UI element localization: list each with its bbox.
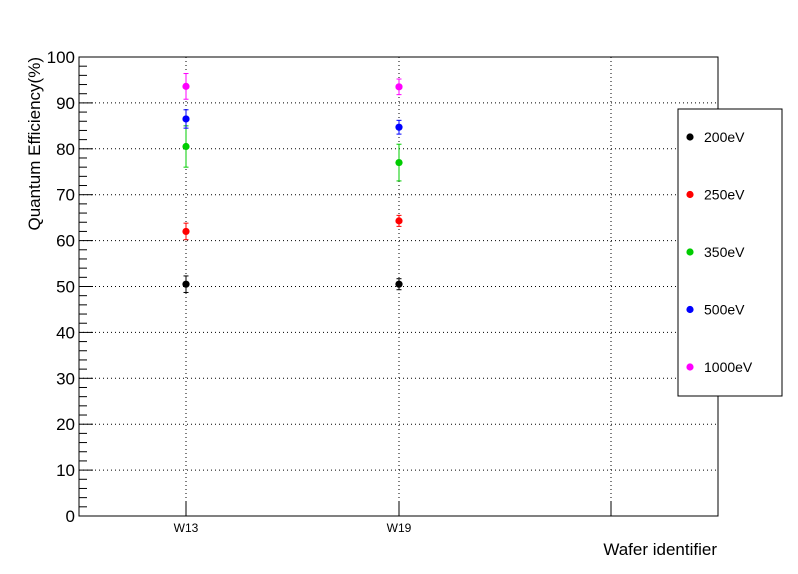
series-1000eV bbox=[182, 73, 403, 100]
legend-marker bbox=[686, 305, 694, 314]
x-axis-label: Wafer identifier bbox=[603, 540, 717, 559]
legend-items: 200eV 250eV 350eV 500eV 1000eV bbox=[686, 129, 753, 375]
legend-label: 250eV bbox=[704, 187, 745, 203]
legend-label: 1000eV bbox=[704, 359, 753, 375]
y-tick-label: 50 bbox=[56, 278, 75, 297]
legend-marker bbox=[686, 363, 694, 371]
data-point bbox=[395, 123, 403, 131]
y-tick-label: 40 bbox=[56, 323, 75, 342]
legend-marker bbox=[686, 133, 694, 141]
y-tick-label: 0 bbox=[66, 507, 75, 526]
legend: 200eV 250eV 350eV 500eV 1000eV bbox=[677, 108, 783, 397]
series-350eV bbox=[182, 125, 403, 182]
y-tick-label: 100 bbox=[47, 48, 75, 67]
y-tick-label: 90 bbox=[56, 94, 75, 113]
data-point bbox=[395, 280, 403, 288]
y-tick-label: 10 bbox=[56, 461, 75, 480]
legend-label: 200eV bbox=[704, 129, 745, 145]
y-tick-label: 80 bbox=[56, 140, 75, 159]
data-point bbox=[182, 142, 190, 151]
data-point bbox=[182, 82, 190, 90]
legend-label: 500eV bbox=[704, 302, 745, 318]
y-tick-label: 60 bbox=[56, 232, 75, 251]
data-point bbox=[395, 83, 403, 91]
data-marks bbox=[182, 73, 403, 293]
legend-box bbox=[677, 108, 783, 397]
data-point bbox=[182, 115, 190, 123]
data-point bbox=[395, 217, 403, 225]
y-tick-label: 30 bbox=[56, 369, 75, 388]
series-200eV bbox=[182, 275, 403, 293]
data-point bbox=[182, 227, 190, 236]
y-tick-label: 70 bbox=[56, 186, 75, 205]
x-tick-label: W13 bbox=[174, 521, 199, 535]
x-tick-label: W19 bbox=[387, 521, 412, 535]
legend-marker bbox=[686, 248, 694, 256]
series-250eV bbox=[182, 214, 403, 241]
legend-label: 350eV bbox=[704, 244, 745, 260]
series-500eV bbox=[182, 109, 403, 135]
data-point bbox=[395, 158, 403, 167]
y-tick-label: 20 bbox=[56, 415, 75, 434]
axes: 0 10 20 30 40 50 60 70 80 90 100 W13 W19 bbox=[47, 48, 612, 535]
data-point bbox=[182, 280, 190, 288]
y-axis-label: Quantum Efficiency(%) bbox=[25, 57, 44, 231]
legend-marker bbox=[686, 190, 694, 199]
